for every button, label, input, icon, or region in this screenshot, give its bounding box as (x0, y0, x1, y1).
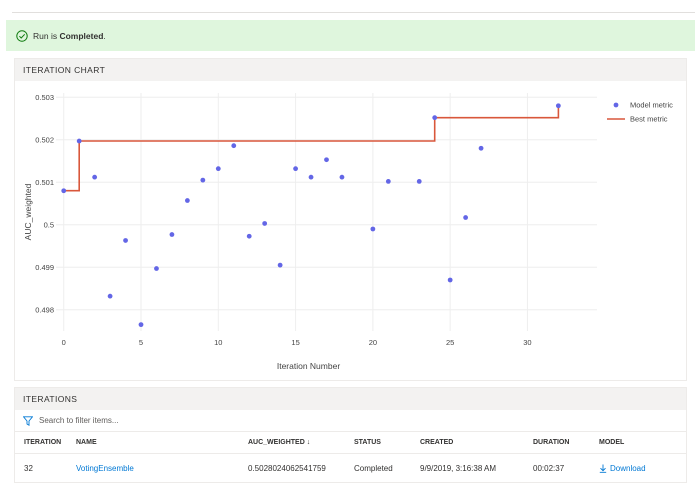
model-metric-point (169, 232, 175, 237)
col-model[interactable]: MODEL (599, 439, 625, 446)
model-metric-point (184, 198, 190, 203)
col-status[interactable]: STATUS (354, 439, 381, 446)
col-name[interactable]: NAME (76, 439, 97, 446)
y-tick-label: 0.5 (44, 220, 54, 229)
model-metric-point (76, 138, 82, 144)
x-tick-label: 5 (139, 338, 143, 347)
model-metric-point (339, 174, 345, 180)
model-metric-point (463, 215, 469, 220)
model-metric-point (308, 174, 314, 180)
x-tick-label: 25 (446, 338, 454, 347)
model-metric-point (138, 322, 144, 328)
download-model-link[interactable]: Download (599, 454, 646, 482)
y-axis-label: AUC_weighted (23, 183, 33, 240)
col-iteration[interactable]: ITERATION (24, 439, 62, 446)
model-metric-point (293, 166, 298, 172)
row-name-link[interactable]: VotingEnsemble (76, 463, 134, 473)
filter-input[interactable]: Search to filter items... (39, 416, 119, 425)
top-divider (12, 12, 695, 13)
y-tick-label: 0.502 (35, 135, 54, 144)
download-icon[interactable] (599, 464, 607, 473)
iterations-panel: ITERATIONS Search to filter items... ITE… (14, 387, 687, 483)
model-metric-point (277, 262, 283, 268)
banner-status: Completed (59, 30, 104, 41)
iteration-chart-title: ITERATION CHART (15, 59, 686, 81)
iteration-chart-panel: ITERATION CHART 0 5 10 15 20 25 30 0.498 0.499 0.… (14, 58, 687, 381)
download-label[interactable]: Download (610, 463, 646, 473)
row-auc-weighted: 0.5028024062541759 (248, 463, 326, 473)
row-status: Completed (354, 463, 393, 473)
model-metric-point (154, 266, 159, 271)
filter-bar[interactable]: Search to filter items... (15, 410, 686, 432)
x-axis-label: Iteration Number (277, 361, 340, 371)
legend-best-label: Best metric (630, 115, 668, 124)
model-metric-point (478, 145, 484, 151)
model-metric-point (324, 157, 329, 163)
x-tick-label: 15 (291, 338, 299, 347)
model-metric-point (432, 115, 438, 121)
filter-icon[interactable] (23, 415, 33, 426)
model-metric-point (123, 238, 128, 243)
col-created[interactable]: CREATED (420, 439, 454, 446)
check-circle-icon (16, 29, 28, 42)
model-metric-point (262, 221, 268, 226)
model-metric-point (447, 277, 453, 283)
y-tick-label: 0.498 (35, 305, 54, 314)
run-status-banner: Run is Completed. (6, 20, 695, 51)
y-tick-label: 0.503 (35, 93, 54, 102)
col-duration[interactable]: DURATION (533, 439, 570, 446)
x-tick-label: 0 (62, 338, 66, 347)
y-tick-label: 0.501 (35, 178, 54, 187)
model-metric-point (385, 179, 391, 184)
model-metric-point (416, 179, 422, 184)
iteration-chart: 0 5 10 15 20 25 30 0.498 0.499 0.5 0.501 0.502 0.503… (23, 93, 673, 371)
model-metric-point (107, 293, 113, 299)
model-metric-point (200, 177, 206, 183)
legend-model-marker (613, 102, 619, 108)
model-metric-point (246, 233, 252, 239)
best-metric-line (63, 105, 560, 192)
row-created: 9/9/2019, 3:16:38 AM (420, 463, 497, 473)
legend-model-label: Model metric (630, 101, 673, 110)
col-auc-weighted[interactable]: AUC_WEIGHTED ↓ (248, 439, 311, 446)
model-metric-point (231, 143, 237, 149)
iterations-title: ITERATIONS (15, 388, 686, 410)
row-duration: 00:02:37 (533, 463, 565, 473)
model-metric-point (92, 174, 98, 180)
model-metric-point (370, 226, 376, 232)
model-metric-point (215, 166, 221, 172)
banner-suffix: . (103, 30, 106, 41)
y-tick-label: 0.499 (35, 263, 54, 272)
table-row: 32 VotingEnsemble 0.5028024062541759 Com… (15, 454, 686, 482)
model-metric-point (61, 188, 67, 194)
x-tick-label: 10 (214, 338, 222, 347)
banner-prefix: Run is (33, 30, 58, 41)
x-tick-label: 30 (523, 338, 531, 347)
model-metric-point (555, 103, 561, 109)
x-tick-label: 20 (369, 338, 377, 347)
row-iteration: 32 (24, 463, 33, 473)
table-header: ITERATION NAME AUC_WEIGHTED ↓ STATUS CRE… (15, 432, 686, 454)
